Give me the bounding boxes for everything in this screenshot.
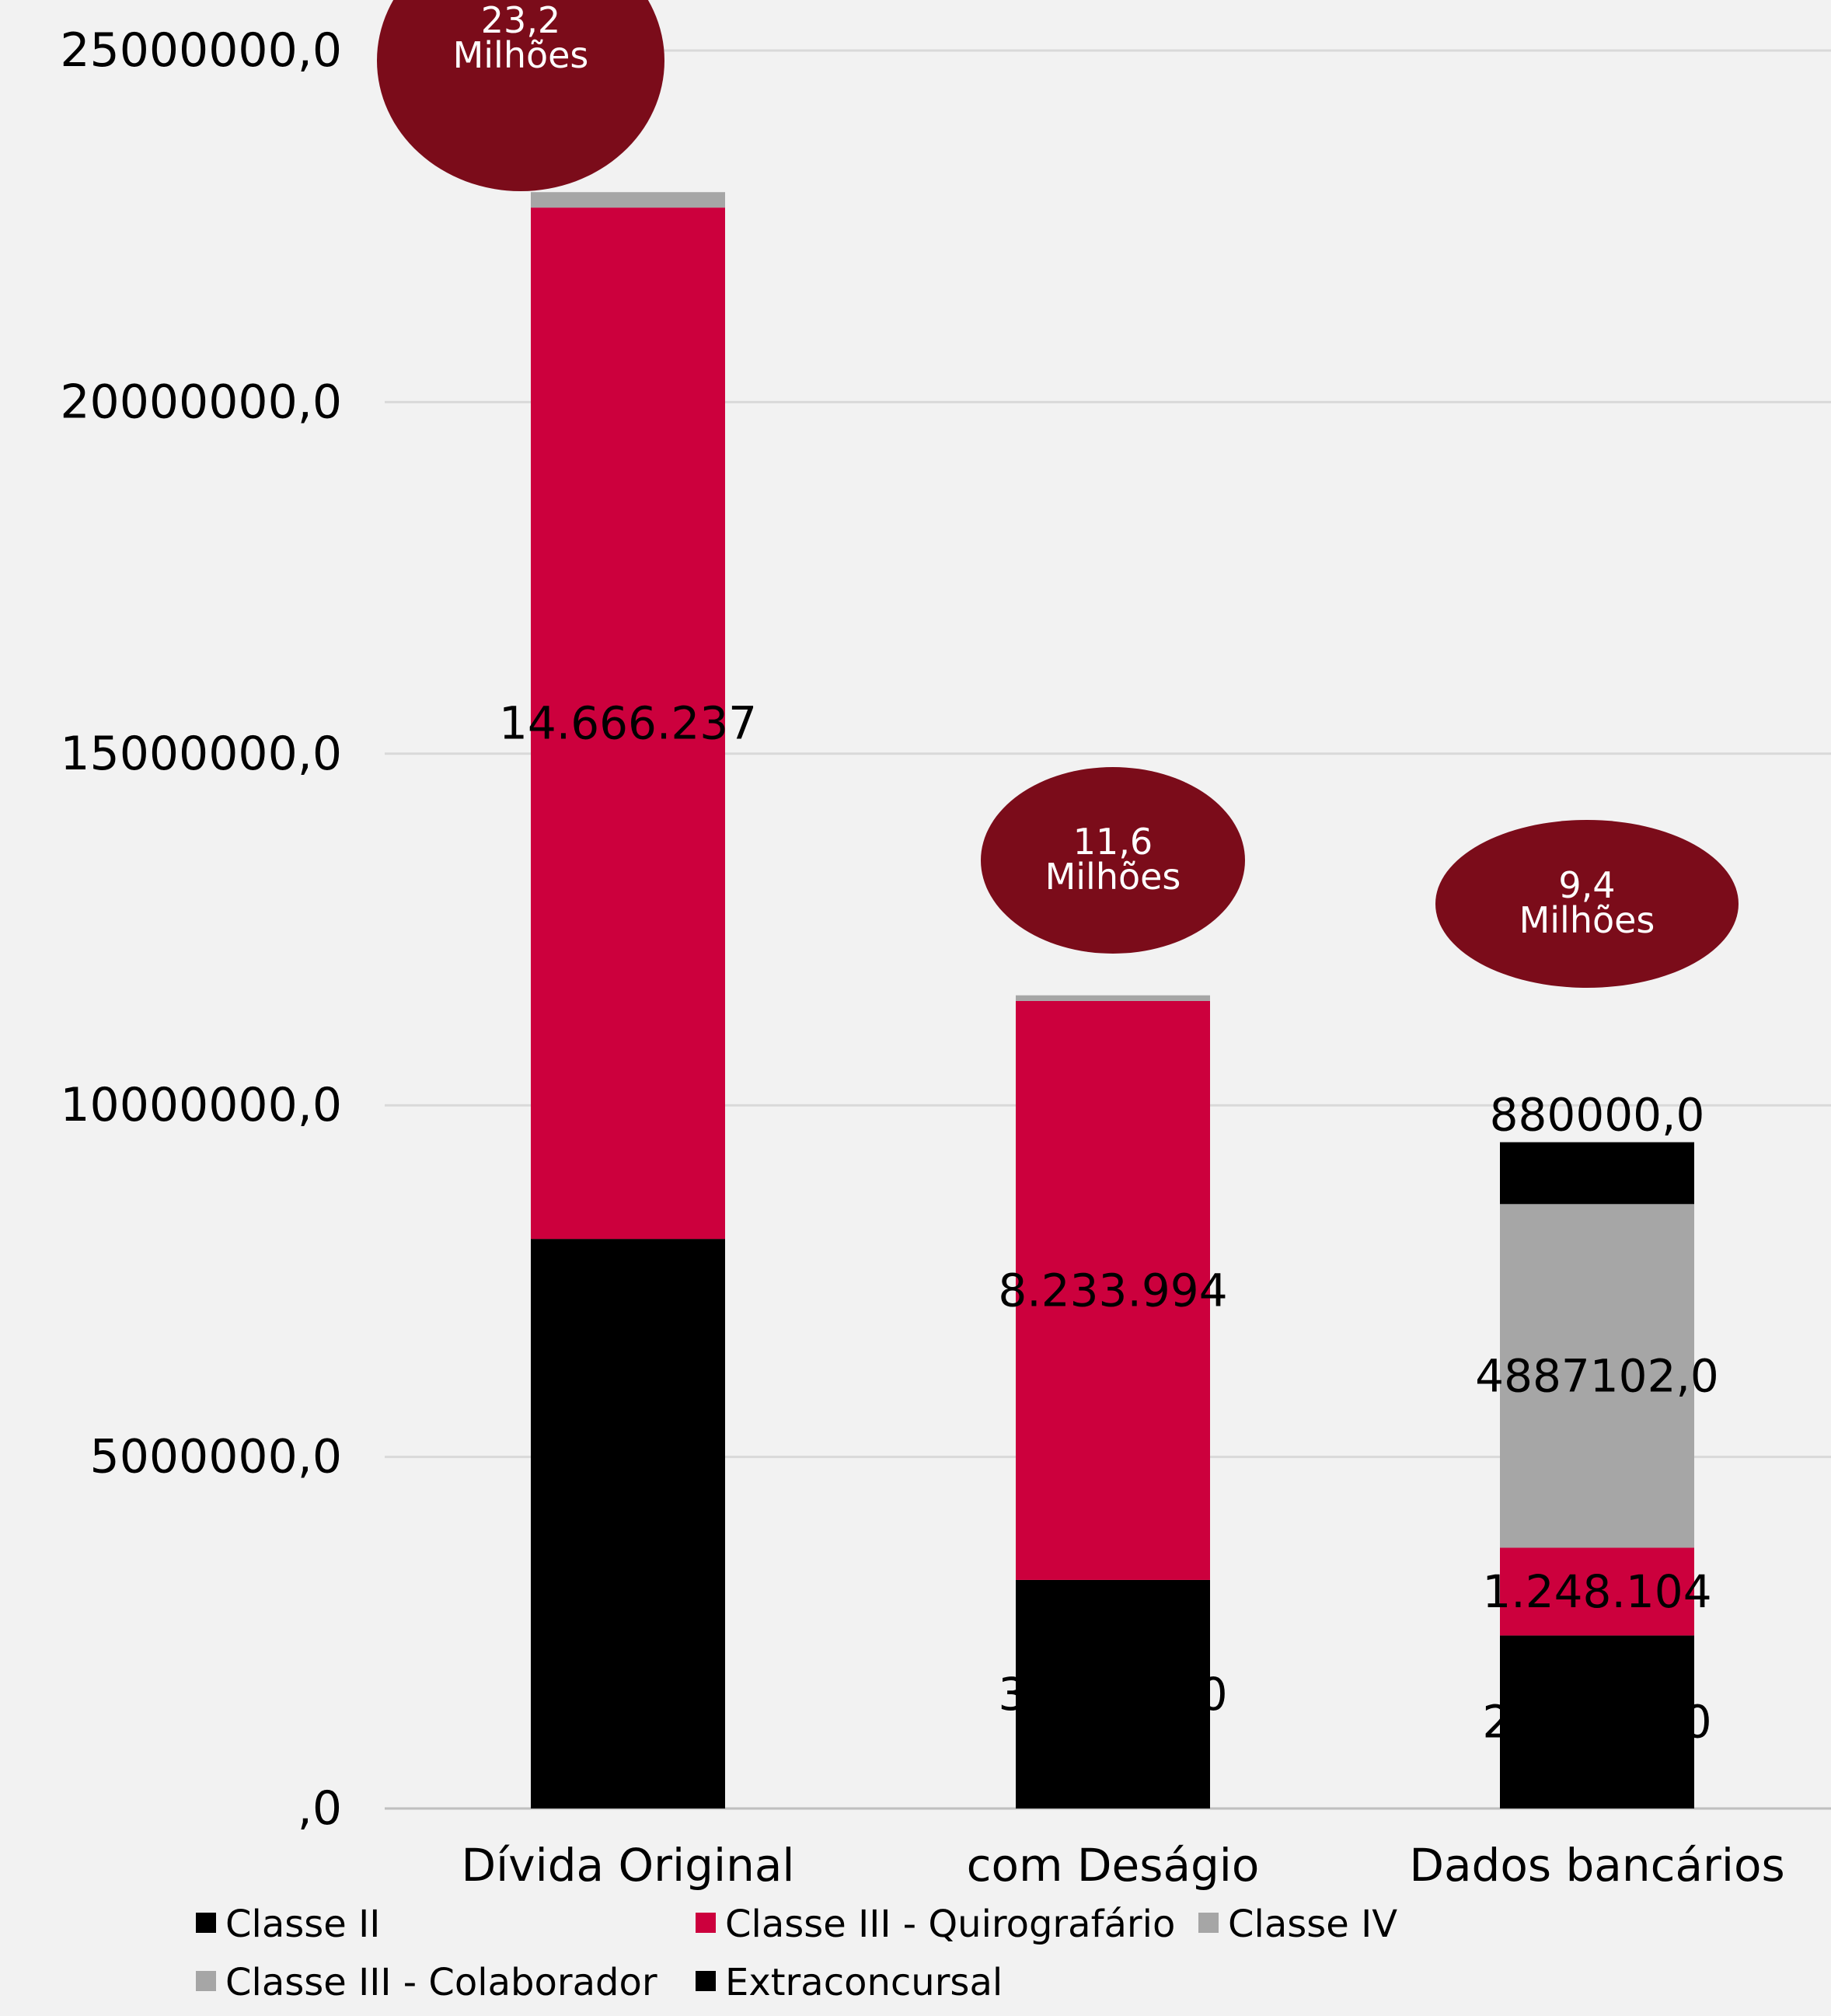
data-label-3: 1.248.104 — [1482, 1565, 1711, 1618]
total-unit-1: Milhões — [1045, 856, 1181, 898]
total-bubble-0 — [377, 0, 664, 191]
legend-label-3: Classe III - Colaborador — [225, 1961, 657, 2004]
bar-2-series-1 — [1500, 1635, 1694, 1808]
bar-2-series-5 — [1500, 1142, 1694, 1205]
legend-label-4: Extraconcursal — [725, 1961, 1003, 2004]
bars — [531, 192, 1694, 1808]
y-axis-tick-labels: ,0 5000000,0 10000000,0 15000000,0 20000000,… — [60, 23, 342, 1836]
legend-swatch-0 — [196, 1913, 216, 1933]
bar-0-series-2 — [531, 208, 725, 1240]
total-bubble-1 — [981, 767, 1245, 954]
total-unit-0: Milhões — [453, 34, 589, 76]
bar-2-series-3 — [1500, 1204, 1694, 1548]
y-tick-label-2: 10000000,0 — [60, 1078, 342, 1132]
legend-swatch-4 — [696, 1971, 716, 1991]
total-value-1: 11,6 — [1073, 821, 1153, 863]
legend-swatch-2 — [1198, 1913, 1219, 1933]
total-bubble-2 — [1435, 820, 1739, 988]
bar-2-series-2 — [1500, 1547, 1694, 1636]
data-label-2: 3.250.000 — [998, 1668, 1227, 1721]
total-unit-2: Milhões — [1519, 899, 1655, 941]
data-label-1: 8.233.994 — [998, 1264, 1227, 1317]
legend-swatch-1 — [696, 1913, 716, 1933]
y-tick-label-4: 20000000,0 — [60, 375, 342, 429]
x-axis-category-labels: Dívida Original com Deságio Dados bancário… — [462, 1839, 1785, 1892]
legend-label-2: Classe IV — [1228, 1903, 1397, 1946]
y-tick-label-3: 15000000,0 — [60, 727, 342, 781]
bar-1-series-2 — [1016, 1000, 1210, 1580]
bar-1-series-1 — [1016, 1579, 1210, 1808]
legend: Classe II Classe III - Quirografário Class… — [196, 1903, 1397, 2004]
bar-1-series-4 — [1016, 995, 1210, 1001]
bar-0-series-1 — [531, 1239, 725, 1808]
legend-swatch-3 — [196, 1971, 216, 1991]
category-label-1: com Deságio — [967, 1839, 1260, 1892]
y-tick-label-1: 5000000,0 — [90, 1430, 342, 1484]
y-tick-label-5: 25000000,0 — [60, 23, 342, 78]
legend-label-0: Classe II — [225, 1903, 380, 1946]
data-label-0: 14.666.237 — [499, 697, 757, 750]
data-labels: 14.666.237 8.233.994 3.250.000 1.248.104 488… — [499, 697, 1719, 1749]
y-tick-label-0: ,0 — [298, 1781, 342, 1836]
bar-0-series-4 — [531, 192, 725, 208]
legend-label-1: Classe III - Quirografário — [725, 1903, 1175, 1946]
data-label-6: 2.460.000 — [1482, 1696, 1711, 1749]
data-label-5: 880000,0 — [1490, 1089, 1705, 1142]
category-label-2: Dados bancários — [1409, 1839, 1784, 1892]
data-label-4: 4887102,0 — [1475, 1349, 1719, 1402]
total-value-2: 9,4 — [1558, 864, 1615, 906]
category-label-0: Dívida Original — [462, 1839, 795, 1892]
total-value-0: 23,2 — [481, 0, 560, 41]
